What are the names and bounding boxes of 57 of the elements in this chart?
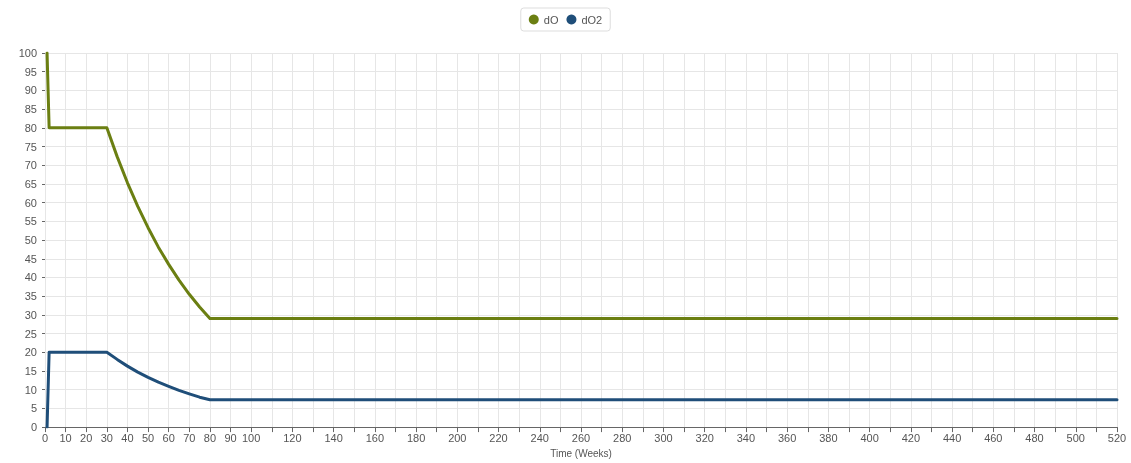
y-tick-label: 55	[24, 215, 37, 228]
y-tick-label: 100	[18, 47, 37, 59]
x-tick-label: 460	[984, 431, 1003, 444]
x-tick-label: 40	[121, 431, 134, 444]
y-tick-label: 50	[24, 234, 37, 247]
legend-label: dO2	[581, 13, 603, 26]
y-tick-label: 45	[24, 252, 37, 265]
x-tick-label: 50	[141, 431, 155, 444]
y-tick-label: 75	[24, 140, 37, 153]
x-tick-label: 10	[59, 431, 72, 444]
y-tick-label: 20	[24, 346, 37, 359]
y-tick-label: 15	[24, 364, 37, 377]
x-tick-label: 160	[365, 431, 385, 444]
x-tick-label: 60	[162, 431, 175, 444]
x-tick-label: 280	[613, 431, 632, 444]
x-tick-label: 320	[695, 431, 714, 444]
x-tick-label: 90	[224, 431, 237, 444]
y-tick-label: 70	[24, 159, 37, 172]
y-tick-label: 80	[24, 121, 37, 134]
y-tick-label: 60	[24, 196, 37, 209]
x-tick-label: 240	[530, 431, 549, 444]
x-tick-label: 220	[489, 431, 508, 444]
x-tick-label: 100	[241, 431, 261, 444]
x-tick-label: 20	[80, 431, 93, 444]
x-tick-label: 380	[819, 431, 838, 444]
x-tick-label: 400	[860, 431, 879, 444]
x-tick-label: 500	[1066, 431, 1085, 444]
x-tick-label: 180	[406, 431, 426, 444]
x-tick-label: 440	[942, 431, 962, 444]
x-tick-label: 520	[1107, 431, 1127, 444]
legend-label: dO	[543, 13, 559, 26]
x-tick-label: 480	[1025, 431, 1044, 444]
line-series	[45, 350, 1119, 429]
x-tick-label: 420	[901, 431, 921, 444]
y-tick-label: 85	[24, 103, 37, 116]
y-tick-label: 30	[24, 308, 37, 321]
y-tick-label: 90	[24, 84, 37, 97]
y-tick-label: 25	[24, 327, 37, 340]
x-tick-label: 360	[777, 431, 797, 444]
y-tick-label: 35	[24, 290, 37, 303]
x-tick-label: 120	[283, 431, 302, 444]
x-tick-label: 80	[203, 431, 217, 444]
x-tick-label: 340	[736, 431, 756, 444]
y-tick-label: 40	[24, 271, 37, 284]
x-tick-label: 260	[571, 431, 591, 444]
y-tick-label: 95	[24, 65, 37, 78]
y-tick-label: 5	[30, 402, 37, 415]
y-tick-label: 0	[30, 421, 37, 434]
x-tick-label: 70	[183, 431, 196, 444]
x-tick-label: 140	[324, 431, 343, 444]
x-tick-label: 0	[41, 431, 49, 444]
x-tick-label: 300	[654, 431, 673, 444]
x-axis-title: Time (Weeks)	[550, 447, 612, 459]
y-tick-label: 65	[24, 177, 37, 190]
y-tick-label: 10	[24, 383, 37, 396]
x-tick-label: 200	[448, 431, 467, 444]
x-tick-label: 30	[100, 431, 113, 444]
